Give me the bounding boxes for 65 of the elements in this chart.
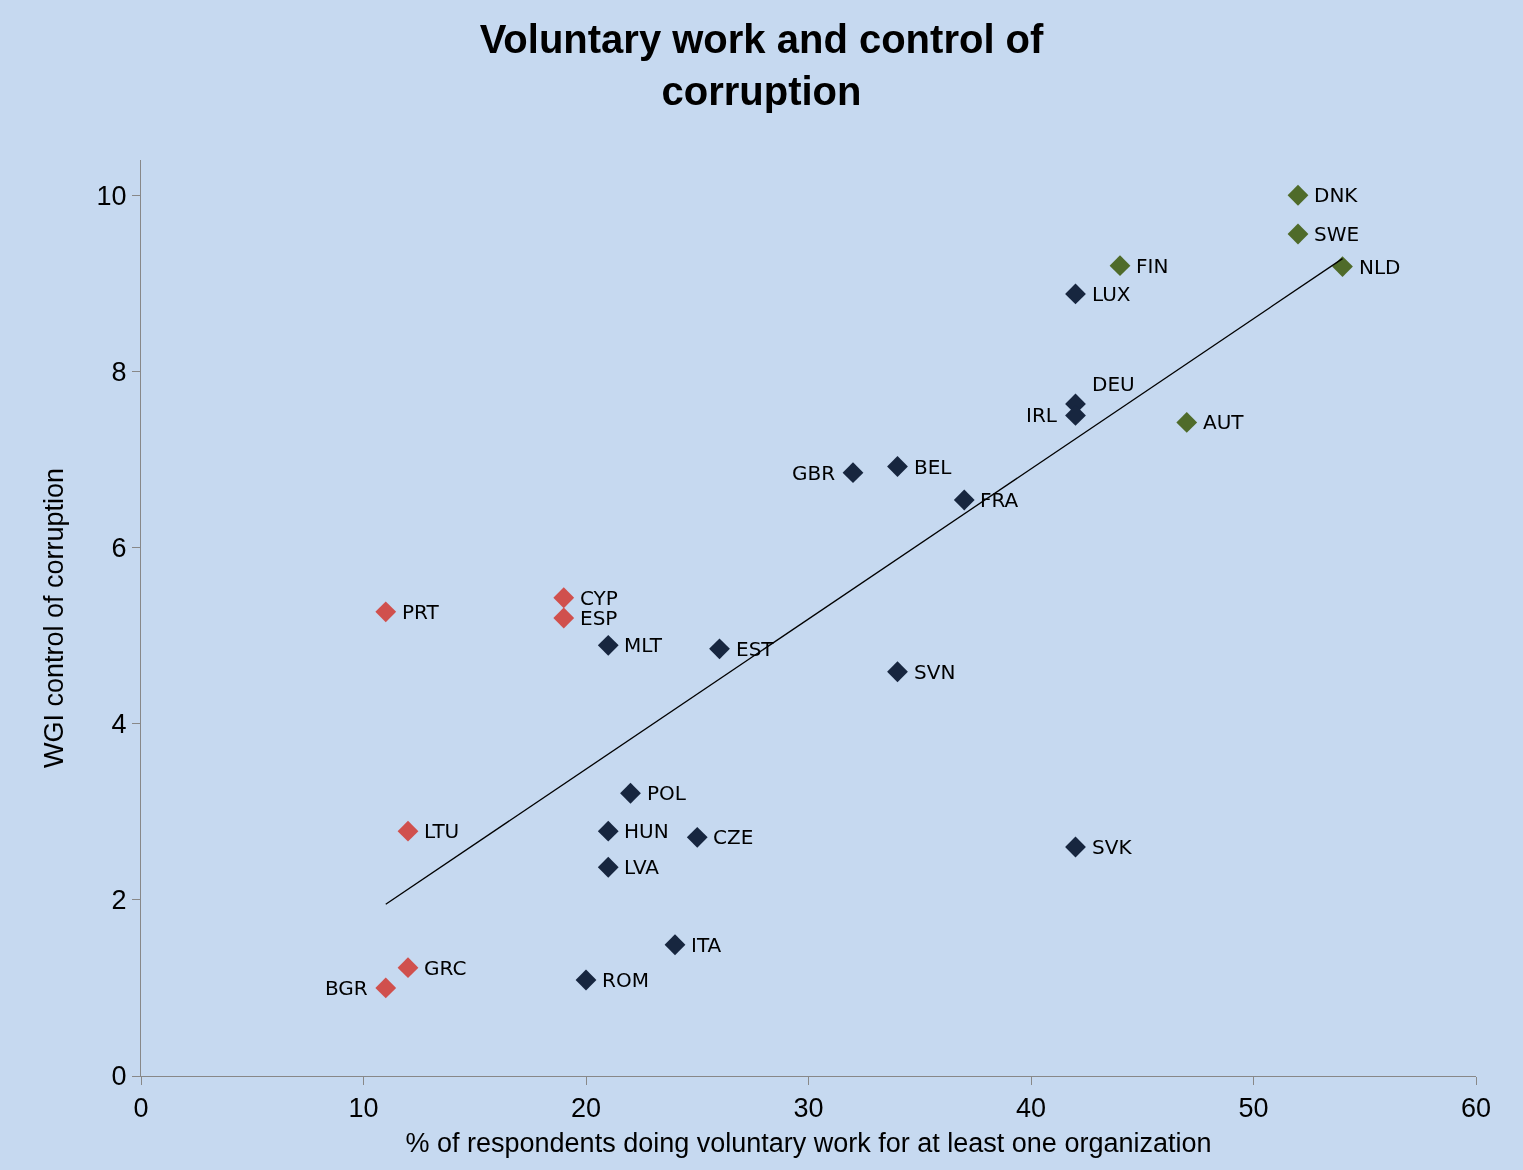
annotation: PRT <box>402 600 440 624</box>
point <box>375 977 397 999</box>
annotation: CZE <box>713 825 754 849</box>
annotation: FIN <box>1136 254 1169 278</box>
x-tick-label: 30 <box>793 1093 824 1124</box>
point <box>686 826 708 848</box>
point <box>1065 836 1086 858</box>
y-tick-label: 0 <box>111 1061 127 1092</box>
point <box>842 462 864 484</box>
annotation: AUT <box>1203 410 1245 434</box>
y-tick-label: 10 <box>96 180 127 211</box>
y-tick-label: 4 <box>111 709 127 740</box>
point <box>709 638 730 660</box>
annotation: GBR <box>792 461 836 485</box>
annotation: ROM <box>602 968 649 992</box>
point <box>887 456 908 477</box>
annotation: LUX <box>1092 282 1131 306</box>
x-tick-label: 10 <box>348 1093 379 1124</box>
point <box>397 820 419 842</box>
point <box>1065 283 1086 305</box>
point <box>397 957 419 979</box>
point <box>575 969 597 991</box>
point <box>375 601 397 623</box>
annotation: LTU <box>424 819 460 843</box>
annotation: IRL <box>1026 403 1058 427</box>
annotation: DEU <box>1092 372 1135 396</box>
point <box>953 489 975 511</box>
annotation: LVA <box>624 855 660 879</box>
point <box>1176 412 1198 433</box>
y-tick-label: 8 <box>111 356 127 387</box>
y-axis-title: WGI control of corruption <box>38 467 69 769</box>
point <box>1287 223 1309 245</box>
annotation: SVN <box>914 660 956 684</box>
x-tick-label: 20 <box>570 1093 602 1124</box>
y-tick-label: 2 <box>111 885 127 916</box>
point <box>664 934 686 956</box>
annotation: SVK <box>1092 835 1133 859</box>
point <box>553 607 575 629</box>
annotation: NLD <box>1359 255 1401 279</box>
annotation: ITA <box>691 933 722 957</box>
x-tick-label: 50 <box>1238 1093 1269 1124</box>
x-tick-label: 40 <box>1015 1093 1047 1124</box>
point <box>1332 256 1353 277</box>
annotation: SWE <box>1314 222 1360 246</box>
point <box>887 661 908 683</box>
x-axis-title: % of respondents doing voluntary work for at least one organization <box>405 1127 1212 1158</box>
point <box>597 820 619 842</box>
annotation: HUN <box>624 819 669 843</box>
x-tick-label: 60 <box>1460 1093 1492 1124</box>
annotation: DNK <box>1314 183 1359 207</box>
annotation: POL <box>647 781 687 805</box>
point <box>553 587 575 609</box>
annotation: BGR <box>325 976 368 1000</box>
annotation: MLT <box>624 633 663 657</box>
annotation: GRC <box>424 956 467 980</box>
annotation: FRA <box>980 488 1019 512</box>
x-tick-label: 0 <box>133 1093 149 1124</box>
point <box>1109 255 1131 277</box>
point <box>597 856 619 878</box>
point <box>620 782 641 804</box>
annotation: BEL <box>914 455 953 479</box>
point <box>1287 184 1309 206</box>
y-tick-label: 6 <box>111 532 127 563</box>
point <box>597 634 619 656</box>
chart-title: Voluntary work and control of corruption <box>479 16 1045 113</box>
